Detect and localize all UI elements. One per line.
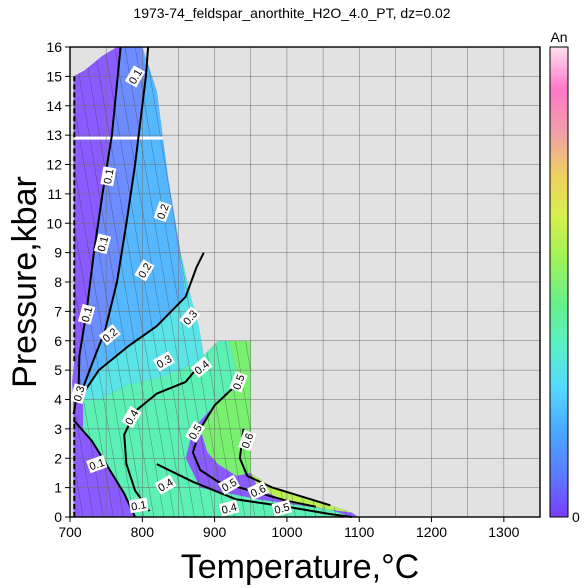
y-tick-label: 13 [46,127,62,143]
contour-label-text: 0.5 [273,501,291,517]
y-tick-label: 2 [54,450,62,466]
contour-0-6 [238,428,331,507]
contour-label: 0.1 [77,303,96,325]
x-tick-label: 800 [131,524,155,540]
contour-label-bg [179,306,201,329]
contour-labels: 0.10.10.10.10.20.20.20.30.30.30.40.40.40… [70,65,293,517]
y-tick-label: 5 [54,362,62,378]
colorbar-gradient [549,46,569,518]
contour-label-text: 0.1 [102,168,116,185]
contour-0-3 [82,252,205,395]
contour-label-bg [218,499,240,517]
y-tick-label: 3 [54,421,62,437]
contour-label-bg [271,499,293,517]
contour-label-bg [153,200,172,223]
y-tick-label: 11 [47,186,62,202]
y-tick-label: 6 [54,333,62,349]
region-2 [80,47,186,394]
contour-label-text: 0.1 [80,306,96,324]
region-1 [78,47,146,394]
contour-0-4 [156,463,353,518]
colorbar-title: An [550,29,567,45]
contour-label-bg [70,383,88,404]
contour-label-bg [218,474,241,495]
y-tick-label: 12 [46,157,62,173]
contour-label-bg [124,65,146,88]
contour-label-text: 0.4 [220,501,238,517]
hatch-line [0,47,2,517]
contour-label: 0.1 [100,166,117,187]
y-tick-label: 9 [54,245,62,261]
contour-label-text: 0.3 [72,385,88,403]
x-tick-label: 1000 [271,524,302,540]
contour-label-bg [152,351,176,372]
contour-label-bg [134,259,155,282]
contour-label-bg [98,324,121,346]
colorbar-min-label: 0 [572,509,580,525]
contour-label: 0.1 [93,233,112,255]
contour-label: 0.6 [247,480,269,501]
contour-label-bg [86,454,108,474]
contour-label: 0.3 [70,383,88,404]
x-tick-label: 1200 [416,524,447,540]
contour-label-text: 0.6 [240,432,257,450]
contour-label-text: 0.1 [130,499,147,513]
y-tick-label: 0 [54,509,62,525]
contour-label-bg [100,166,117,187]
contour-0-5 [191,384,317,508]
contour-label: 0.1 [86,454,108,474]
contour-label-bg [77,303,96,325]
y-tick-label: 10 [46,215,62,231]
region-3 [83,179,204,400]
x-tick-label: 1300 [488,524,519,540]
contour-label-text: 0.2 [155,203,172,221]
x-axis-ticks: 700 800 900 1000 1100 1200 1300 [58,517,520,540]
contour-label: 0.5 [271,499,293,517]
y-tick-label: 15 [46,68,62,84]
y-tick-label: 16 [46,39,62,55]
plot-area: 0.10.10.10.10.20.20.20.30.30.30.40.40.40… [0,46,541,518]
chart-title: 1973-74_feldspar_anorthite_H2O_4.0_PT, d… [133,5,450,21]
contour-label-text: 0.1 [96,235,112,253]
contour-label-text: 0.1 [88,457,106,474]
y-tick-label: 8 [54,274,62,290]
contour-label-bg [247,480,269,501]
contour-label: 0.4 [218,499,240,517]
contour-label: 0.2 [153,200,172,223]
y-axis-label: Pressure,kbar [6,176,44,388]
colorbar: An 0 [549,29,580,525]
x-tick-label: 1100 [344,524,374,540]
contour-label: 0.1 [128,497,149,514]
hatch-line [72,47,94,517]
contour-label-bg [190,356,213,378]
contour-label-text: 0.6 [249,483,268,500]
contour-0-1 [72,46,122,415]
contour-label: 0.5 [229,371,248,393]
contour-label-bg [229,371,248,393]
y-tick-label: 14 [46,98,62,114]
region-4 [83,340,352,517]
contour-label-bg [128,497,149,514]
contour-label-bg [238,429,257,452]
x-tick-label: 700 [58,524,82,540]
x-axis-label: Temperature,°C [181,548,419,586]
contour-label-text: 0.5 [231,373,248,391]
y-tick-label: 4 [54,392,62,408]
missing-data-band [73,136,164,140]
contour-label-bg [121,406,142,429]
x-tick-label: 900 [203,524,227,540]
contour-0-2 [79,46,150,394]
contour-label-bg [93,233,112,255]
y-tick-label: 7 [54,303,62,319]
y-tick-label: 1 [54,480,62,496]
contour-label-bg [184,420,206,443]
contour-label-bg [154,474,177,495]
contour-label: 0.6 [238,429,257,452]
